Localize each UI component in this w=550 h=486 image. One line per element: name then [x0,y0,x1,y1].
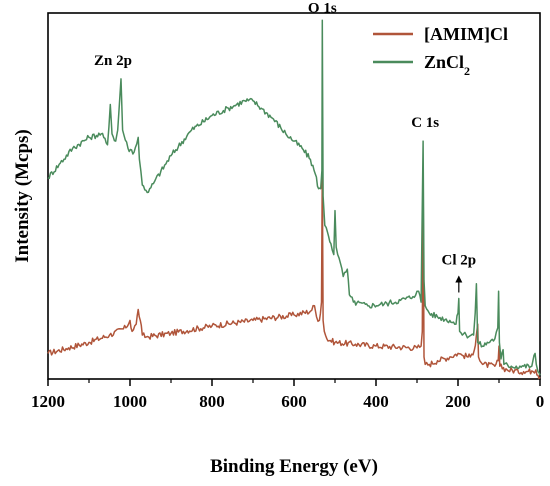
series-line-1 [47,19,541,376]
x-tick-label-2: 800 [199,392,225,411]
peak-label-1: Zn 2p [94,53,132,69]
series-layer [47,19,541,380]
x-axis-title: Binding Energy (eV) [210,456,378,477]
legend-label-0: [AMIM]Cl [424,24,508,44]
annotation-layer: O 1s Zn 2p C 1s Cl 2p [94,0,477,293]
peak-label-0: O 1s [308,0,337,16]
x-tick-label-6: 0 [536,392,545,411]
x-tick-label-3: 600 [281,392,307,411]
y-axis-title: Intensity (Mcps) [12,129,33,263]
peak-label-2: C 1s [411,115,439,131]
x-axis-ticks: 1200 1000 800 600 400 200 0 [31,379,544,411]
peak-arrow-head [455,275,463,283]
peak-label-3: Cl 2p [442,252,477,268]
x-tick-label-4: 400 [363,392,389,411]
series-line-0 [47,165,541,380]
x-tick-label-0: 1200 [31,392,65,411]
legend-label-1: ZnCl2 [424,52,470,78]
x-tick-label-5: 200 [445,392,471,411]
legend: [AMIM]Cl ZnCl2 [373,24,508,78]
x-tick-label-1: 1000 [113,392,147,411]
